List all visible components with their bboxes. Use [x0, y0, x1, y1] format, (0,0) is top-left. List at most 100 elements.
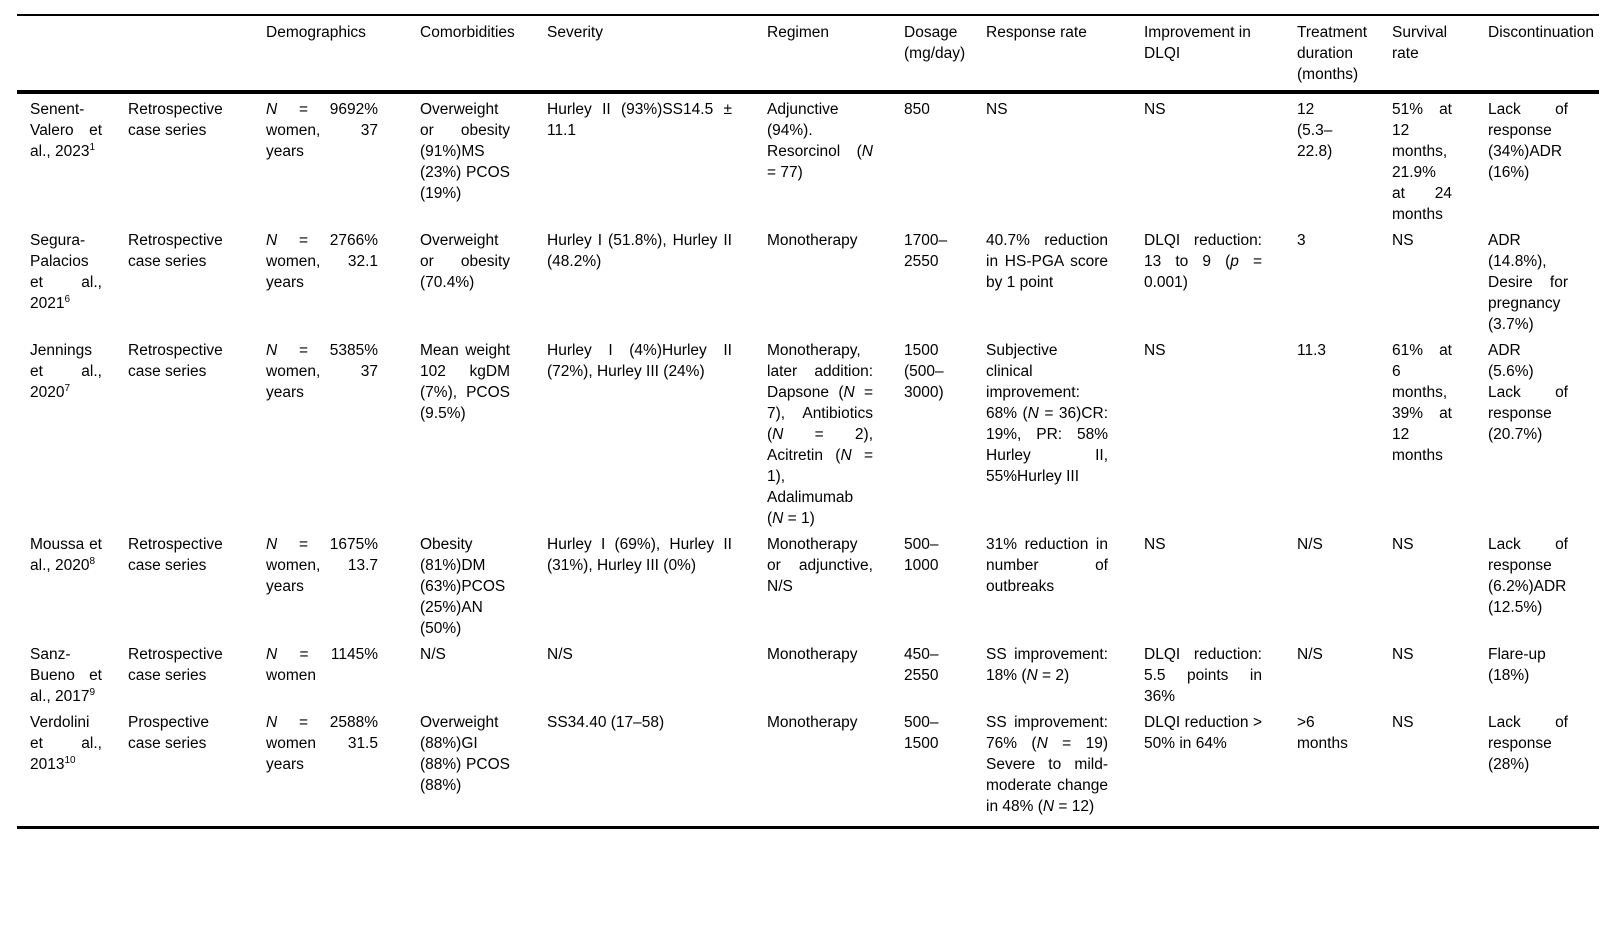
cell-severity: Hurley II (93%)SS14.5 ± 11.1: [547, 101, 732, 139]
cell-duration: >6 months: [1297, 707, 1392, 829]
cell-discontinuation: Lack of response (6.2%)ADR (12.5%): [1488, 536, 1568, 616]
cell-comorbidities: Mean weight 102 kgDM (7%), PCOS (9.5%): [420, 342, 510, 422]
cell-response-rate: SS improvement: 76% (N = 19) Severe to m…: [986, 707, 1144, 829]
cell-response-rate: Subjective clinical improvement: 68% (N …: [986, 342, 1109, 485]
cell-severity: SS34.40 (17–58): [547, 707, 767, 829]
cell-study: Moussa et al., 20208: [17, 529, 128, 639]
cell-discontinuation: Lack of response (28%): [1488, 707, 1599, 829]
study-review-table: Demographics Comorbidities Severity Regi…: [17, 14, 1599, 829]
table-row: Segura-Palacios et al., 20216 Retrospect…: [17, 225, 1599, 335]
study-citation: Segura-Palacios et al., 2021: [30, 232, 102, 312]
column-header-dlqi: Improvement in DLQI: [1144, 14, 1297, 94]
study-citation: Moussa et al., 2020: [30, 536, 102, 574]
cell-duration: 11.3: [1297, 342, 1327, 359]
table-body: Senent-Valero et al., 20231 Retrospectiv…: [17, 92, 1599, 829]
cell-dosage: 1500 (500–3000): [904, 342, 944, 401]
cell-comorbidities: Obesity (81%)DM (63%)PCOS (25%)AN (50%): [420, 536, 506, 637]
cell-dosage: 1700–2550: [904, 232, 948, 270]
cell-dosage: 450–2550: [904, 646, 939, 684]
cell-regimen: Monotherapy or adjunctive, N/S: [767, 536, 873, 595]
table-row: Senent-Valero et al., 20231 Retrospectiv…: [17, 92, 1599, 225]
cell-dlqi: DLQI reduction > 50% in 64%: [1144, 707, 1297, 829]
cell-survival-rate: NS: [1392, 646, 1414, 663]
reference-superscript: 9: [89, 686, 96, 698]
table-row: Moussa et al., 20208 Retrospective case …: [17, 529, 1599, 639]
cell-survival-rate: NS: [1392, 232, 1414, 249]
cell-dlqi: NS: [1144, 536, 1166, 553]
table-row: Jennings et al., 20207 Retrospective cas…: [17, 335, 1599, 529]
cell-severity: Hurley I (4%)Hurley II (72%), Hurley III…: [547, 342, 732, 380]
journal-table-page: Demographics Comorbidities Severity Regi…: [0, 14, 1616, 936]
cell-severity: Hurley I (51.8%), Hurley II (48.2%): [547, 232, 732, 270]
study-citation: Senent-Valero et al., 2023: [30, 101, 102, 160]
column-header-comorbidities: Comorbidities: [420, 14, 547, 94]
cell-demographics: N = 2766% women, 32.1 years: [266, 232, 378, 291]
column-header-discontinuation: Discontinuation: [1488, 14, 1599, 94]
cell-duration: N/S: [1297, 646, 1323, 663]
cell-regimen: Monotherapy: [767, 232, 858, 249]
cell-study: Segura-Palacios et al., 20216: [17, 225, 128, 335]
column-header-response-rate: Response rate: [986, 14, 1144, 94]
cell-response-rate: 40.7% reduction in HS-PGA score by 1 poi…: [986, 232, 1108, 291]
cell-discontinuation: ADR (14.8%), Desire for pregnancy (3.7%): [1488, 232, 1568, 333]
cell-dosage: 500–1500: [904, 707, 986, 829]
cell-study: Verdolini et al., 201310: [17, 707, 128, 829]
cell-design: Retrospective case series: [128, 536, 223, 574]
column-header-demographics: Demographics: [266, 14, 420, 94]
reference-superscript: 7: [64, 382, 71, 394]
study-citation: Jennings et al., 2020: [30, 342, 102, 401]
cell-severity: N/S: [547, 646, 573, 663]
cell-comorbidities: Overweight or obesity (91%)MS (23%) PCOS…: [420, 101, 510, 202]
cell-discontinuation: Flare-up (18%): [1488, 646, 1546, 684]
study-citation: Sanz-Bueno et al., 2017: [30, 646, 102, 705]
cell-survival-rate: NS: [1392, 707, 1488, 829]
cell-demographics: N = 1675% women, 13.7 years: [266, 536, 378, 595]
cell-response-rate: 31% reduction in number of outbreaks: [986, 536, 1108, 595]
cell-regimen: Adjunctive (94%). Resorcinol (N = 77): [767, 101, 873, 181]
cell-demographics: N = 2588% women 31.5 years: [266, 707, 420, 829]
cell-study: Sanz-Bueno et al., 20179: [17, 639, 128, 707]
cell-dlqi: DLQI reduction: 5.5 points in 36%: [1144, 646, 1262, 705]
cell-regimen: Monotherapy: [767, 646, 858, 663]
cell-duration: 3: [1297, 232, 1306, 249]
cell-severity: Hurley I (69%), Hurley II (31%), Hurley …: [547, 536, 732, 574]
cell-response-rate: SS improvement: 18% (N = 2): [986, 646, 1108, 684]
cell-duration: N/S: [1297, 536, 1323, 553]
cell-discontinuation: Lack of response (34%)ADR (16%): [1488, 101, 1568, 181]
reference-superscript: 10: [64, 754, 76, 766]
cell-demographics: N = 1145% women: [266, 646, 379, 684]
study-citation: Verdolini et al., 2013: [30, 714, 102, 773]
cell-survival-rate: 61% at 6 months, 39% at 12 months: [1392, 342, 1452, 464]
cell-dosage: 500–1000: [904, 536, 939, 574]
table-row: Sanz-Bueno et al., 20179 Retrospective c…: [17, 639, 1599, 707]
cell-comorbidities: Overweight (88%)GI (88%) PCOS (88%): [420, 707, 547, 829]
cell-dlqi: NS: [1144, 101, 1166, 118]
cell-design: Retrospective case series: [128, 646, 223, 684]
reference-superscript: 8: [89, 555, 96, 567]
cell-study: Jennings et al., 20207: [17, 335, 128, 529]
cell-dosage: 850: [904, 101, 930, 118]
cell-study: Senent-Valero et al., 20231: [17, 92, 128, 225]
cell-response-rate: NS: [986, 101, 1008, 118]
cell-dlqi: DLQI reduction: 13 to 9 (p = 0.001): [1144, 232, 1263, 291]
cell-discontinuation: ADR (5.6%) Lack of response (20.7%): [1488, 342, 1568, 443]
table-row: Verdolini et al., 201310 Prospective cas…: [17, 707, 1599, 829]
column-header-design: [128, 14, 266, 94]
column-header-study: [17, 14, 128, 94]
reference-superscript: 1: [89, 141, 96, 153]
cell-comorbidities: Overweight or obesity (70.4%): [420, 232, 510, 291]
cell-design: Retrospective case series: [128, 342, 223, 380]
cell-regimen: Monotherapy: [767, 707, 904, 829]
cell-regimen: Monotherapy, later addition: Dapsone (N …: [767, 342, 874, 527]
reference-superscript: 6: [64, 293, 71, 305]
cell-design: Prospective case series: [128, 707, 266, 829]
column-header-regimen: Regimen: [767, 14, 904, 94]
table-header-row: Demographics Comorbidities Severity Regi…: [17, 14, 1599, 94]
cell-survival-rate: NS: [1392, 536, 1414, 553]
column-header-dosage: Dosage (mg/day): [904, 14, 986, 94]
cell-duration: 12 (5.3–22.8): [1297, 101, 1333, 160]
column-header-duration: Treatment duration (months): [1297, 14, 1392, 94]
column-header-severity: Severity: [547, 14, 767, 94]
cell-design: Retrospective case series: [128, 232, 223, 270]
cell-demographics: N = 5385% women, 37 years: [266, 342, 378, 401]
